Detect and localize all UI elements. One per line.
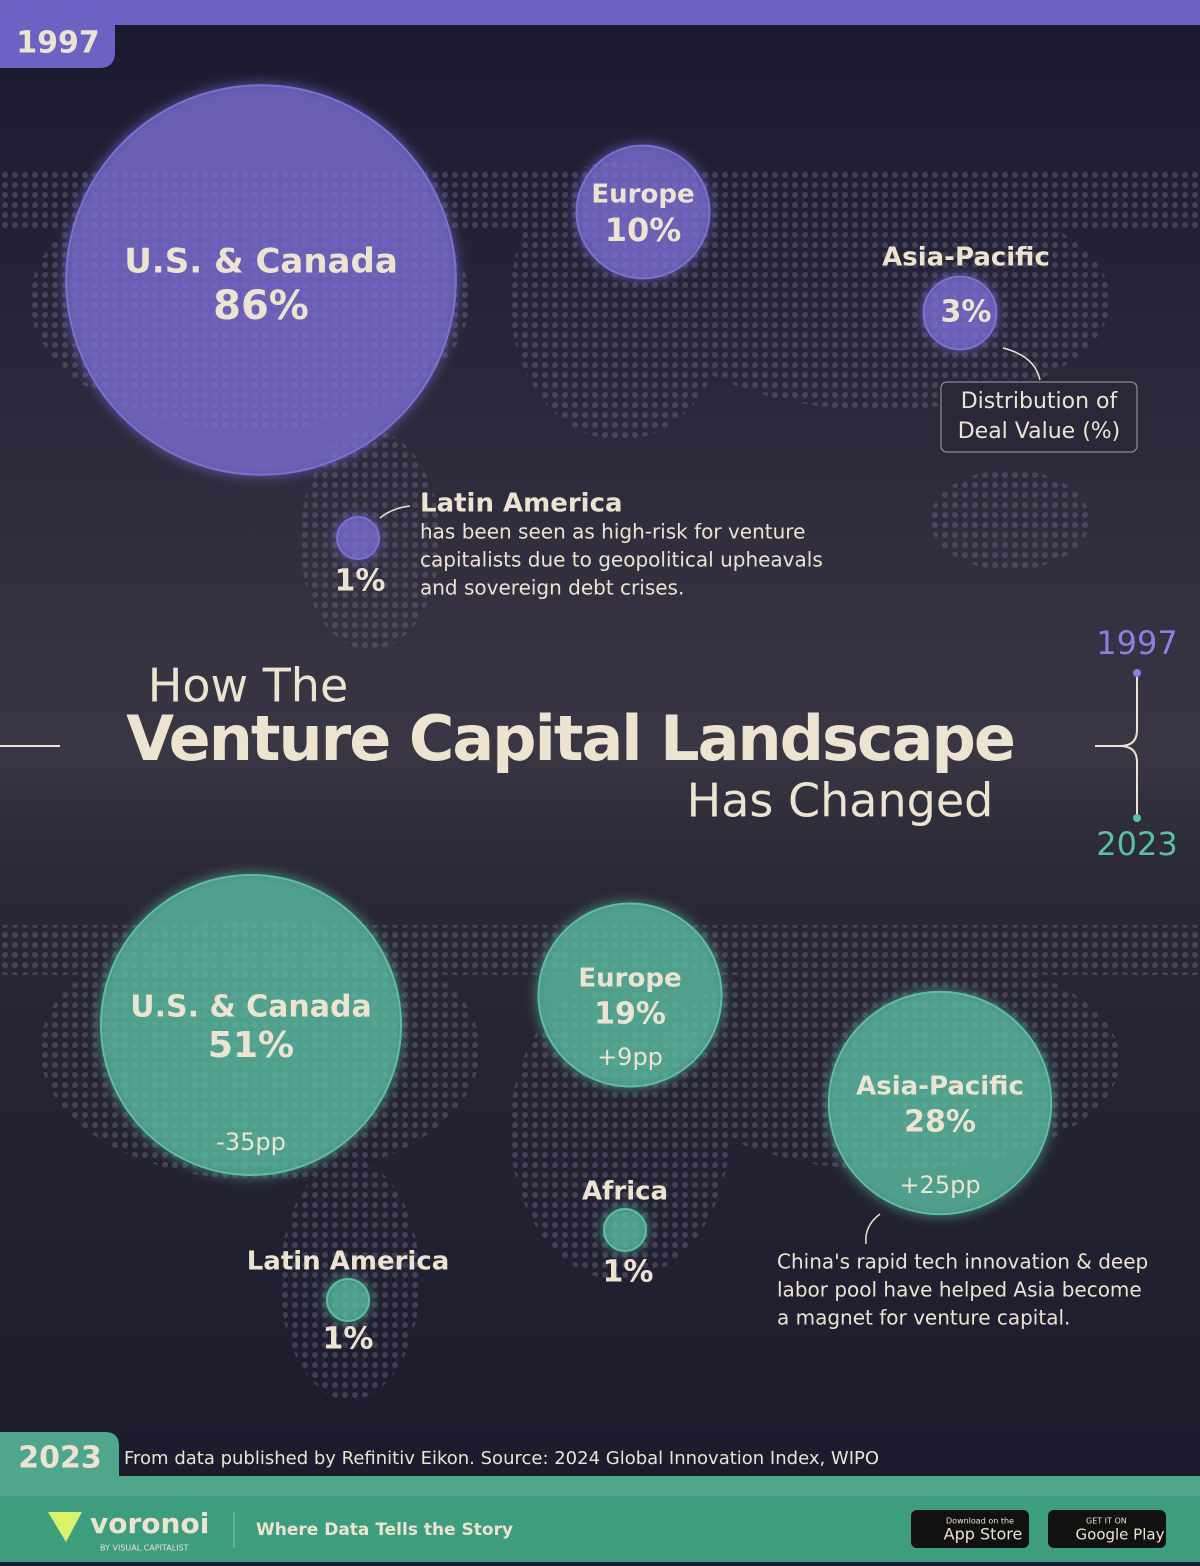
google-play-button[interactable] bbox=[1048, 1510, 1166, 1548]
note: and sovereign debt crises. bbox=[420, 576, 684, 600]
value-label: 3% bbox=[941, 295, 992, 330]
region-name: Latin America bbox=[420, 489, 623, 519]
strip bbox=[0, 1476, 1200, 1496]
bubble bbox=[603, 1208, 647, 1252]
logo bbox=[48, 1512, 82, 1542]
note: Deal Value (%) bbox=[958, 419, 1121, 444]
year-tab bbox=[0, 25, 115, 68]
arrow bbox=[1002, 347, 1041, 381]
bubble bbox=[326, 1278, 370, 1322]
bracket bbox=[1095, 674, 1138, 817]
note: a magnet for venture capital. bbox=[777, 1306, 1070, 1330]
store: Google Play bbox=[1076, 1526, 1165, 1544]
region-name: U.S. & Canada bbox=[130, 990, 371, 1025]
bubble bbox=[100, 874, 402, 1176]
top-bar bbox=[0, 0, 1200, 25]
app-store-button[interactable] bbox=[911, 1510, 1029, 1548]
source: From data published by Refinitiv Eikon. … bbox=[124, 1448, 879, 1469]
region-name: Latin America bbox=[247, 1247, 450, 1277]
bubble bbox=[537, 902, 723, 1088]
note: China's rapid tech innovation & deep bbox=[777, 1250, 1148, 1274]
value-label: 1% bbox=[603, 1255, 654, 1290]
store: App Store bbox=[944, 1525, 1023, 1544]
dot bbox=[1133, 814, 1141, 822]
year-1997: 1997 bbox=[16, 26, 100, 61]
region-name: Asia-Pacific bbox=[882, 243, 1050, 273]
value-label: 19% bbox=[594, 997, 666, 1032]
arrow bbox=[865, 1213, 881, 1245]
bubble bbox=[336, 516, 380, 560]
sub-brand: BY VISUAL CAPITALIST bbox=[100, 1544, 189, 1553]
region-name: Europe bbox=[578, 964, 681, 994]
bubble bbox=[575, 144, 711, 280]
legend-from: 1997 bbox=[1096, 624, 1177, 662]
bubble bbox=[65, 84, 457, 476]
legend-to: 2023 bbox=[1096, 825, 1177, 863]
bubbles: U.S. & Canada86%Europe10%Asia-Pacific3%L… bbox=[65, 84, 1053, 1357]
arrow bbox=[379, 505, 411, 519]
value-label: 1% bbox=[335, 564, 386, 599]
title-main: Venture Capital Landscape bbox=[126, 702, 1014, 775]
year-tab bbox=[0, 1432, 119, 1476]
value-label: 51% bbox=[208, 1025, 294, 1066]
note: Distribution of bbox=[961, 389, 1119, 414]
region-name: U.S. & Canada bbox=[124, 242, 398, 282]
region-name: Africa bbox=[582, 1177, 668, 1207]
bubble bbox=[922, 275, 998, 351]
value-label: 10% bbox=[605, 211, 682, 249]
note: labor pool have helped Asia become bbox=[777, 1278, 1142, 1302]
value-label: 1% bbox=[323, 1322, 374, 1357]
value-label: 28% bbox=[904, 1105, 976, 1140]
note-box bbox=[940, 381, 1138, 453]
region-name: Europe bbox=[591, 180, 694, 210]
brand: voronoi bbox=[90, 1507, 209, 1540]
region-name: Asia-Pacific bbox=[856, 1072, 1024, 1102]
title-line: Has Changed bbox=[687, 774, 994, 828]
dot bbox=[1133, 669, 1141, 677]
store-small: Download on the bbox=[946, 1517, 1014, 1526]
change-label: -35pp bbox=[216, 1128, 286, 1156]
note: capitalists due to geopolitical upheaval… bbox=[420, 548, 823, 572]
tagline: Where Data Tells the Story bbox=[256, 1520, 513, 1540]
title-line: How The bbox=[148, 659, 349, 713]
change-label: +25pp bbox=[899, 1171, 980, 1199]
note: has been seen as high-risk for venture bbox=[420, 520, 805, 544]
store-small: GET IT ON bbox=[1086, 1517, 1127, 1526]
value-label: 86% bbox=[213, 283, 309, 329]
change-label: +9pp bbox=[597, 1043, 663, 1071]
bubble bbox=[827, 990, 1053, 1216]
year-2023: 2023 bbox=[18, 1441, 102, 1476]
